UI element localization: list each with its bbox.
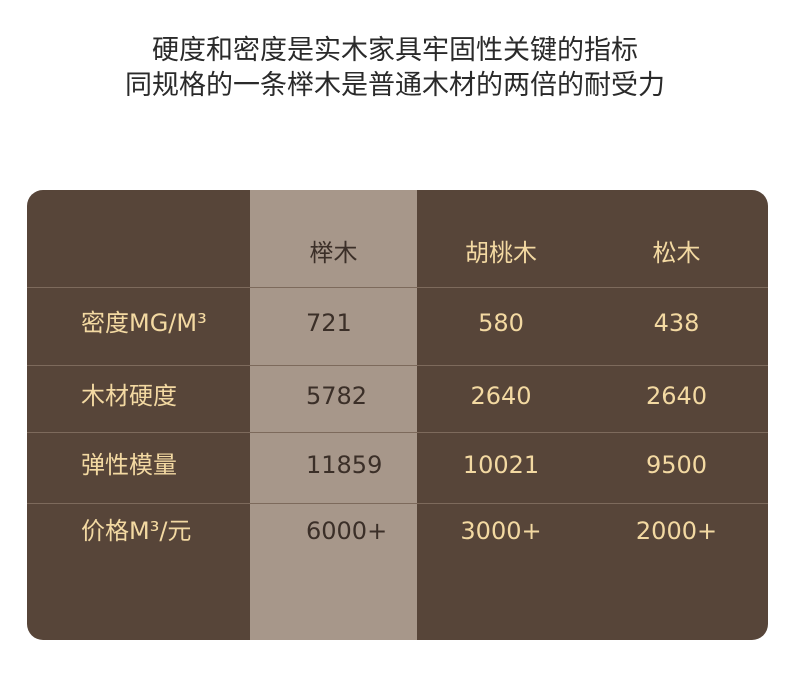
title-line: 硬度和密度是实木家具牢固性关键的指标	[152, 35, 638, 66]
row-label: 密度MG/M³	[81, 309, 207, 337]
table-cell: 9500	[645, 450, 708, 479]
table-cell: 10021	[462, 450, 540, 479]
column-header: 松木	[652, 239, 701, 267]
table-cell: 721	[306, 309, 352, 337]
row-label: 木材硬度	[81, 381, 177, 410]
column-header: 胡桃木	[465, 239, 537, 267]
table-cell: 2640	[645, 381, 708, 410]
title-line: 同规格的一条榉木是普通木材的两倍的耐受力	[125, 70, 665, 101]
highlight-column	[250, 190, 417, 640]
column-header: 榉木	[309, 239, 358, 267]
row-separator	[27, 432, 768, 433]
table-cell: 3000+	[460, 517, 542, 545]
table-cell: 438	[653, 309, 700, 337]
row-separator	[27, 365, 768, 366]
table-cell: 5782	[306, 381, 368, 410]
row-label: 弹性模量	[81, 450, 177, 479]
table: 榉木 胡桃木 松木密度MG/M³ 721 580 438 木材硬度 5782 2640 2640 弹…	[27, 190, 768, 640]
row-separator	[27, 287, 768, 288]
row-separator	[27, 503, 768, 504]
table-cell: 11859	[306, 450, 383, 479]
row-label: 价格M³/元	[81, 517, 192, 545]
table-cell: 6000+	[306, 517, 388, 545]
table-cell: 2000+	[635, 517, 718, 545]
table-cell: 580	[478, 309, 524, 337]
table-cell: 2640	[470, 381, 532, 410]
